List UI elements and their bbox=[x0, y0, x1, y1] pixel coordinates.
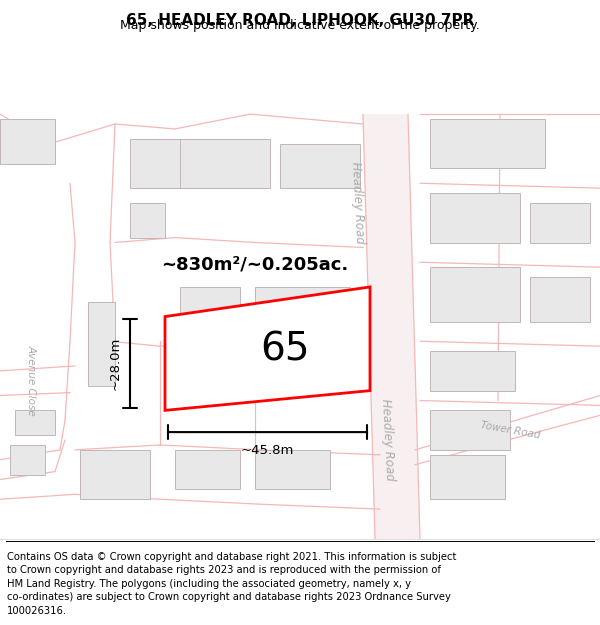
Polygon shape bbox=[430, 193, 520, 242]
Polygon shape bbox=[180, 287, 240, 336]
Text: Headley Road: Headley Road bbox=[349, 162, 367, 244]
Polygon shape bbox=[430, 455, 505, 499]
Polygon shape bbox=[88, 302, 115, 386]
Polygon shape bbox=[280, 144, 360, 188]
Text: Headley Road: Headley Road bbox=[379, 399, 397, 481]
Polygon shape bbox=[430, 268, 520, 321]
Polygon shape bbox=[15, 411, 55, 435]
Polygon shape bbox=[130, 139, 215, 188]
Polygon shape bbox=[165, 287, 370, 411]
Polygon shape bbox=[255, 287, 350, 336]
Text: Avenue Close: Avenue Close bbox=[27, 346, 37, 416]
Polygon shape bbox=[363, 114, 420, 539]
Polygon shape bbox=[175, 346, 225, 386]
Polygon shape bbox=[180, 139, 270, 188]
Text: ~45.8m: ~45.8m bbox=[241, 444, 294, 457]
Text: Tower Road: Tower Road bbox=[479, 420, 541, 440]
Polygon shape bbox=[530, 203, 590, 242]
Polygon shape bbox=[430, 351, 515, 391]
Polygon shape bbox=[175, 450, 240, 489]
Polygon shape bbox=[430, 119, 545, 168]
Text: ~830m²/~0.205ac.: ~830m²/~0.205ac. bbox=[161, 255, 349, 273]
Polygon shape bbox=[255, 450, 330, 489]
Polygon shape bbox=[430, 411, 510, 450]
Polygon shape bbox=[240, 346, 300, 386]
Polygon shape bbox=[130, 203, 165, 238]
Text: 65: 65 bbox=[260, 330, 310, 368]
Text: 65, HEADLEY ROAD, LIPHOOK, GU30 7PR: 65, HEADLEY ROAD, LIPHOOK, GU30 7PR bbox=[126, 12, 474, 28]
Text: ~28.0m: ~28.0m bbox=[109, 337, 122, 390]
Text: Map shows position and indicative extent of the property.: Map shows position and indicative extent… bbox=[120, 19, 480, 32]
Polygon shape bbox=[0, 119, 55, 164]
Polygon shape bbox=[80, 450, 150, 499]
Polygon shape bbox=[530, 277, 590, 321]
Polygon shape bbox=[10, 445, 45, 474]
Text: Contains OS data © Crown copyright and database right 2021. This information is : Contains OS data © Crown copyright and d… bbox=[7, 552, 457, 616]
